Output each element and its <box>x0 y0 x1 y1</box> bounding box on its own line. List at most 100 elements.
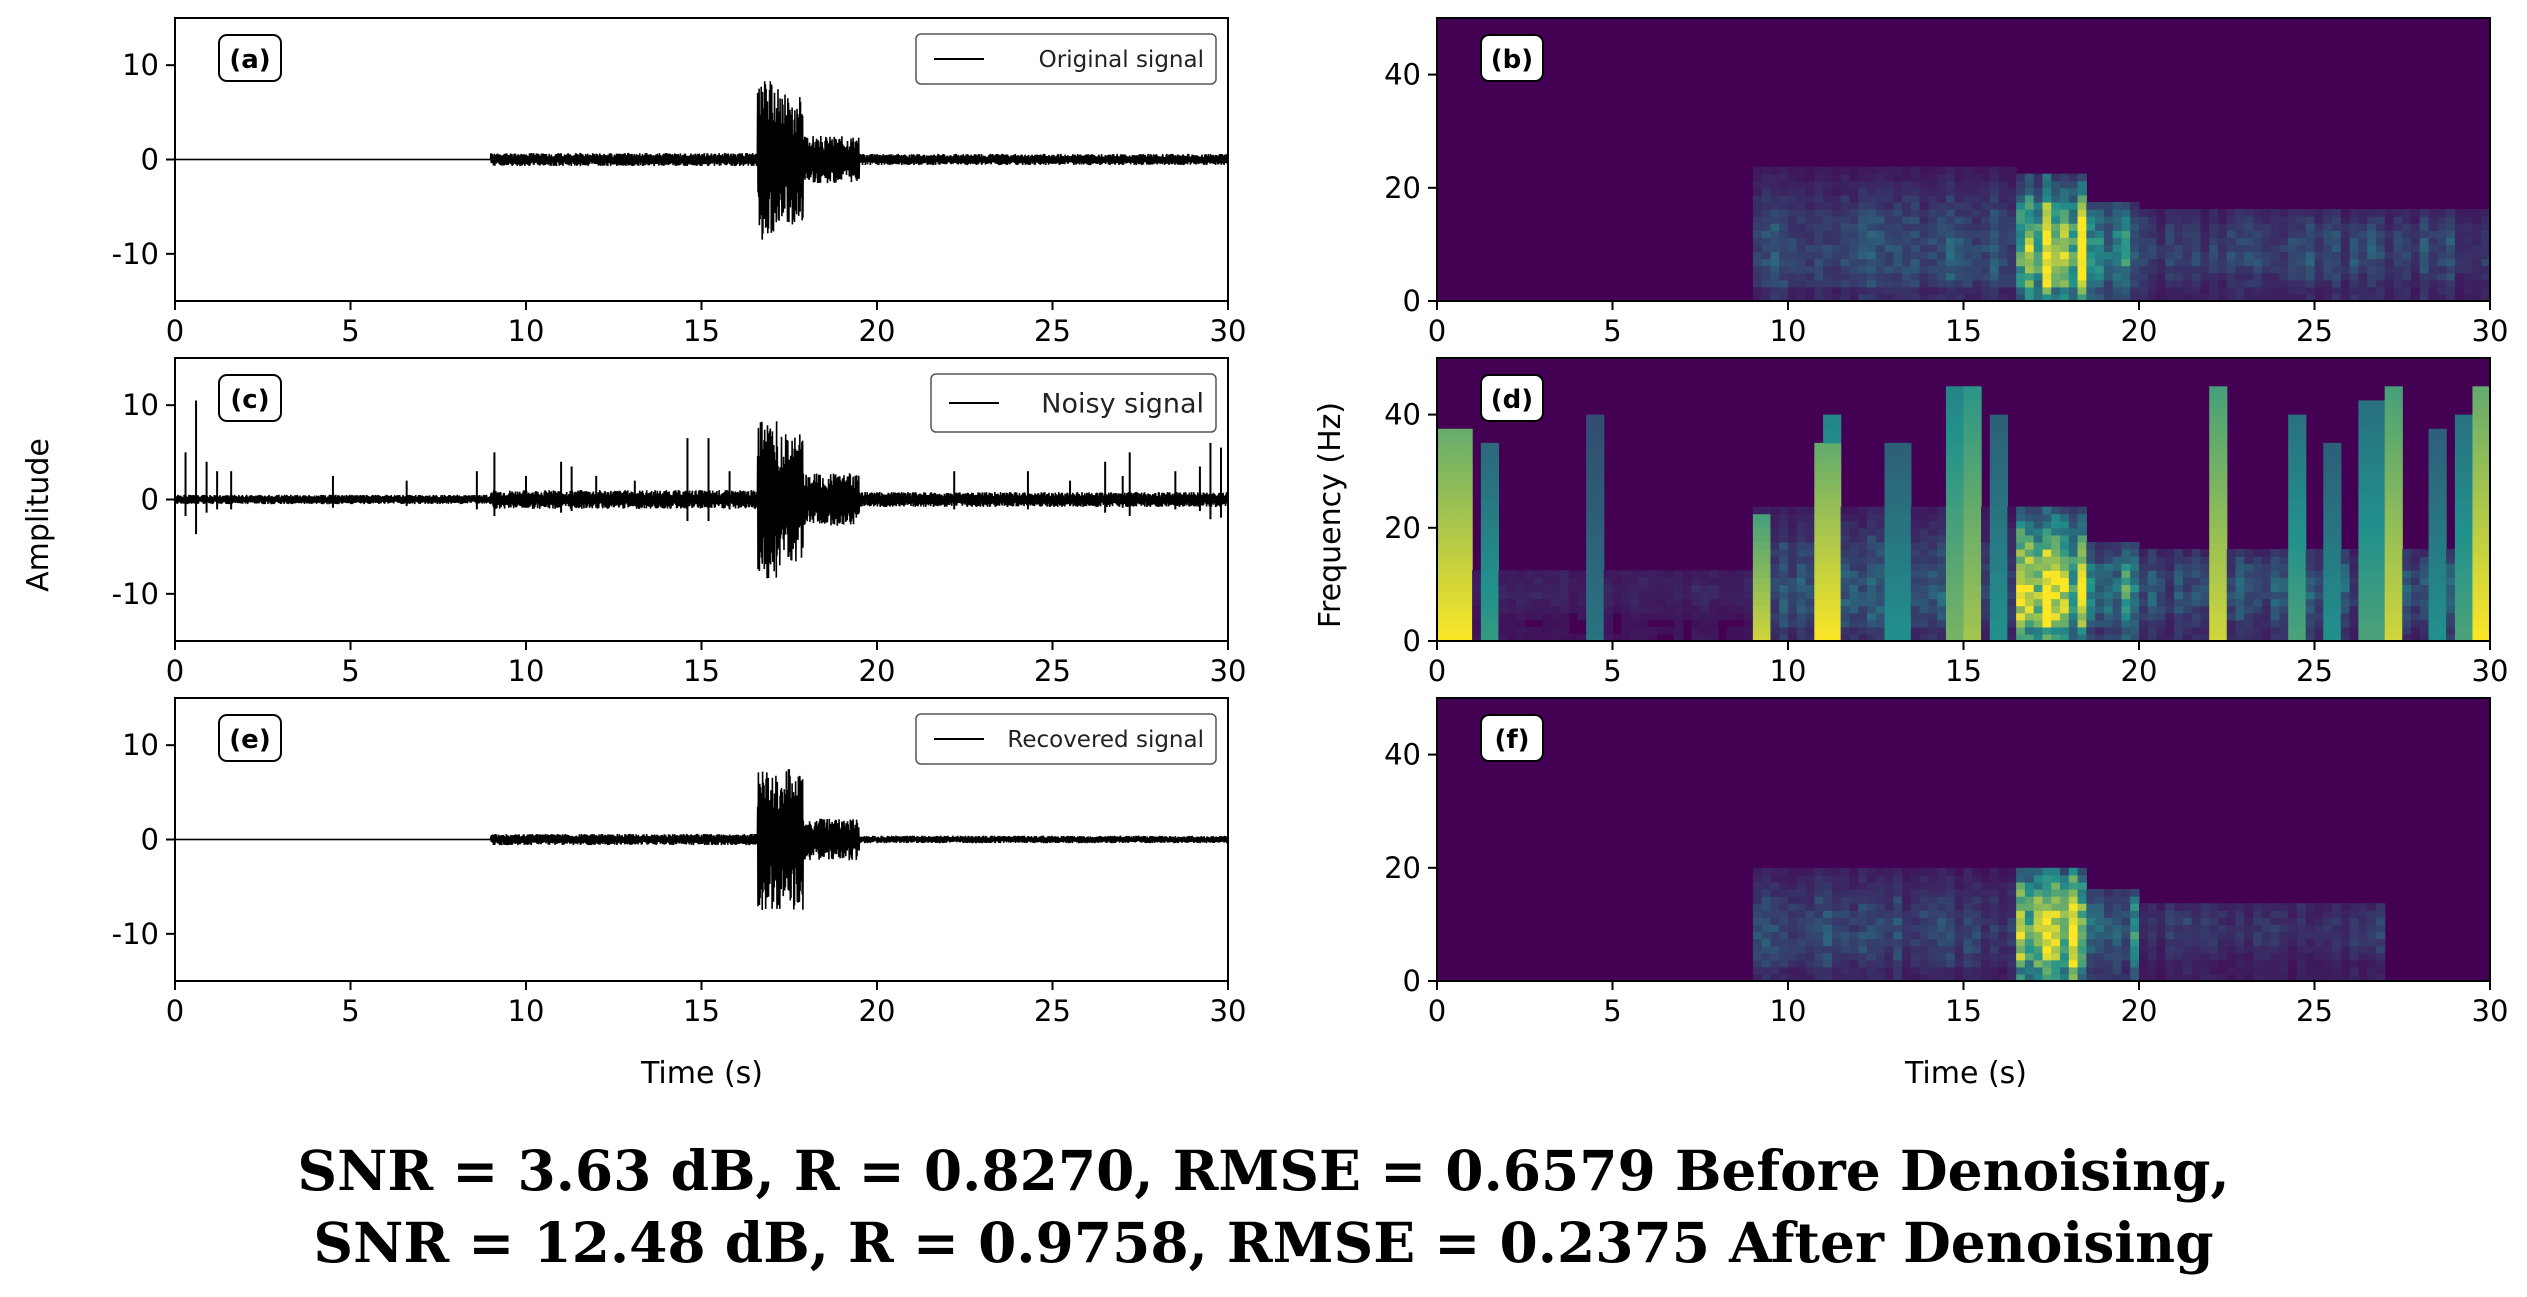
spectrogram-cell <box>1884 520 1894 529</box>
spectrogram-cell <box>2296 612 2307 621</box>
spectrogram-cell <box>1796 598 1807 607</box>
spectrogram-cell <box>2332 449 2342 458</box>
spectrogram-cell <box>1437 442 1447 451</box>
spectrogram-cell <box>2305 244 2316 253</box>
spectrogram-cell <box>2077 513 2087 522</box>
spectrogram-cell <box>2182 556 2193 564</box>
spectrogram-cell <box>2367 534 2377 543</box>
spectrogram-cell <box>1805 549 1815 557</box>
spectrogram-cell <box>2174 209 2184 217</box>
spectrogram-cell <box>2288 966 2298 975</box>
spectrogram-cell <box>2384 435 2395 444</box>
spectrogram-cell <box>1796 966 1807 975</box>
spectrogram-cell <box>2375 286 2386 295</box>
spectrogram-cell <box>1954 527 1965 536</box>
spectrogram-cell <box>1489 527 1500 536</box>
spectrogram-cell <box>1770 959 1780 968</box>
spectrogram-cell <box>1954 889 1965 897</box>
spectrogram-cell <box>2402 216 2412 224</box>
spectrogram-cell <box>2235 973 2245 982</box>
spectrogram-cell <box>1989 556 2000 564</box>
spectrogram-cell <box>2016 216 2026 224</box>
spectrogram-cell <box>1489 549 1500 557</box>
spectrogram-cell <box>2279 265 2289 274</box>
spectrogram-cell <box>2349 265 2359 274</box>
spectrogram-cell <box>2358 924 2368 933</box>
spectrogram-cell <box>2296 973 2307 982</box>
spectrogram-cell <box>2200 258 2210 267</box>
spectrogram-cell <box>1858 187 1868 196</box>
spectrogram-cell <box>2042 626 2052 635</box>
spectrogram-cell <box>2393 520 2403 529</box>
spectrogram-cell <box>2033 272 2044 281</box>
spectrogram-cell <box>1568 570 1579 578</box>
spectrogram-cell <box>2367 903 2377 911</box>
spectrogram-cell <box>2007 173 2017 182</box>
spectrogram-cell <box>1437 478 1447 486</box>
spectrogram-cell <box>1700 584 1710 593</box>
spectrogram-cell <box>1937 244 1947 253</box>
spectrogram-cell <box>1954 931 1965 940</box>
spectrogram-cell <box>1472 598 1482 607</box>
spectrogram-cell <box>2358 223 2368 231</box>
spectrogram-cell <box>2384 265 2395 274</box>
spectrogram-cell <box>1489 442 1500 451</box>
spectrogram-cell <box>2024 180 2035 189</box>
spectrogram-cell <box>2200 959 2210 968</box>
spectrogram-cell <box>2042 598 2052 607</box>
spectrogram-cell <box>2411 293 2421 302</box>
spectrogram-cell <box>1884 527 1894 536</box>
spectrogram-cell <box>1586 563 1596 571</box>
spectrogram-cell <box>2437 435 2447 444</box>
spectrogram-cell <box>1796 881 1807 890</box>
spectrogram-cell <box>1761 201 1772 210</box>
spectrogram-cell <box>2244 619 2254 628</box>
spectrogram-cell <box>1858 952 1868 961</box>
spectrogram-cell <box>1893 966 1903 975</box>
spectrogram-cell <box>2060 973 2070 982</box>
spectrogram-cell <box>2358 910 2368 918</box>
spectrogram-cell <box>1445 499 1456 508</box>
spectrogram-cell <box>2007 874 2017 883</box>
spectrogram-cell <box>1621 605 1631 614</box>
spectrogram-cell <box>2226 556 2237 564</box>
spectrogram-cell <box>1831 917 1842 925</box>
spectrogram-cell <box>1937 570 1947 578</box>
spectrogram-cell <box>2253 563 2263 571</box>
spectrogram-cell <box>1594 520 1605 529</box>
spectrogram-cell <box>2121 931 2131 940</box>
spectrogram-cell <box>2375 223 2386 231</box>
spectrogram-cell <box>2481 541 2491 550</box>
spectrogram-cell <box>2182 570 2193 578</box>
spectrogram-cell <box>1814 216 1824 224</box>
spectrogram-cell <box>2024 286 2035 295</box>
spectrogram-cell <box>1779 237 1789 245</box>
spectrogram-cell <box>2367 633 2377 642</box>
spectrogram-cell <box>1577 577 1587 585</box>
spectrogram-cell <box>2121 889 2131 897</box>
spectrogram-cell <box>2068 910 2079 918</box>
spectrogram-cell <box>2121 279 2131 288</box>
spectrogram-cell <box>1858 973 1868 982</box>
spectrogram-cell <box>1752 251 1763 260</box>
spectrogram-cell <box>1551 612 1561 621</box>
spectrogram-cell <box>1945 187 1956 196</box>
spectrogram-cell <box>2086 541 2096 550</box>
spectrogram-cell <box>1454 464 1464 472</box>
spectrogram-cell <box>1814 874 1824 883</box>
spectrogram-cell <box>2367 435 2377 444</box>
spectrogram-cell <box>2437 541 2447 550</box>
spectrogram-cell <box>2235 251 2245 260</box>
spectrogram-cell <box>2463 499 2474 508</box>
spectrogram-cell <box>1902 973 1912 982</box>
spectrogram-cell <box>1489 626 1500 635</box>
spectrogram-cell <box>1840 605 1851 614</box>
spectrogram-cell <box>1586 619 1596 628</box>
spectrogram-cell <box>2139 626 2149 635</box>
spectrogram-cell <box>1788 917 1798 925</box>
spectrogram-cell <box>2226 293 2237 302</box>
spectrogram-cell <box>1910 591 1921 600</box>
spectrogram-cell <box>2437 293 2447 302</box>
spectrogram-cell <box>1858 258 1868 267</box>
spectrogram-cell <box>1989 223 2000 231</box>
